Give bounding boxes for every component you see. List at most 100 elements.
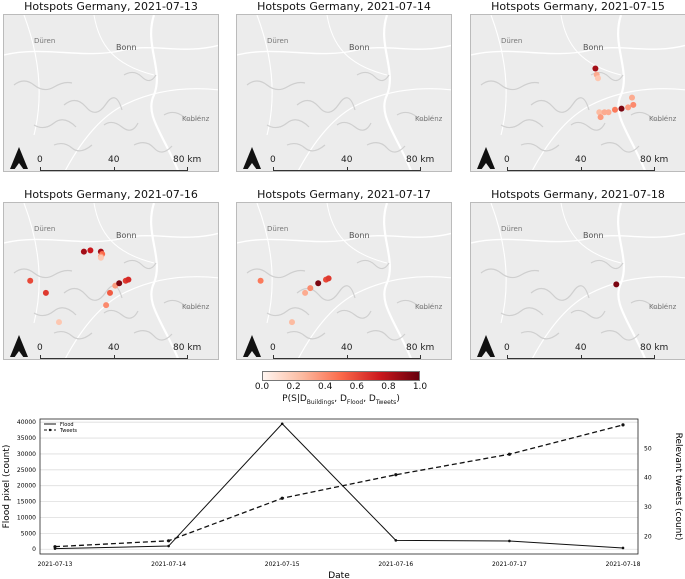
- scale-label: 40: [108, 155, 120, 165]
- flood-line: [54, 423, 624, 550]
- city-label-duren: Düren: [267, 37, 289, 45]
- y-tick-label: 30000: [17, 451, 36, 458]
- map-panel: Hotspots Germany, 2021-07-17 Düren Bonn Kob…: [236, 188, 452, 360]
- y-tick-label: 15000: [17, 499, 36, 506]
- tweets-point: [53, 545, 57, 549]
- terrain-contour: [356, 259, 390, 270]
- terrain-contour: [53, 330, 93, 340]
- scale-label: 40: [575, 155, 587, 165]
- hotspot-marker: [605, 109, 612, 116]
- hotspot-marker: [302, 289, 309, 296]
- terrain-layer: [237, 15, 451, 171]
- terrain-layer: [471, 203, 685, 359]
- time-series-chart: 0 5000 10000 15000 20000 25000 30000 35000 40000…: [2, 418, 683, 579]
- colorbar-tick: 0.4: [318, 382, 333, 392]
- terrain-contour: [366, 330, 406, 341]
- tweets-point: [507, 452, 511, 456]
- road: [4, 232, 218, 244]
- terrain-contour: [366, 142, 406, 153]
- scale-tick: [347, 167, 348, 171]
- terrain-contour: [480, 80, 540, 91]
- y-tick-label: 0: [32, 546, 36, 553]
- panel-title: Hotspots Germany, 2021-07-14: [257, 0, 431, 13]
- north-arrow-notch: [481, 351, 491, 358]
- river-rhine: [617, 15, 647, 171]
- city-label-duren: Düren: [34, 37, 56, 45]
- x-tick-label: 2021-07-18: [606, 561, 641, 568]
- panel-title: Hotspots Germany, 2021-07-13: [24, 0, 198, 13]
- city-label-duren: Düren: [501, 225, 523, 233]
- hotspot-marker: [618, 105, 625, 112]
- road: [531, 88, 685, 171]
- road: [326, 203, 388, 264]
- hotspot-marker: [595, 75, 601, 82]
- road: [490, 15, 507, 136]
- scale-label: 80 km: [406, 343, 435, 353]
- hotspot-marker: [289, 319, 295, 326]
- y-tick-label: 25000: [17, 467, 36, 474]
- hotspot-marker: [80, 248, 87, 255]
- terrain-contour: [103, 309, 139, 319]
- hotspot-map: Düren Bonn Koblenz 0 40 80 km: [3, 14, 219, 172]
- tweets-point: [394, 473, 398, 477]
- hotspot-marker: [27, 277, 34, 284]
- hotspot-marker: [116, 280, 123, 287]
- terrain-contour: [356, 71, 390, 82]
- river-rhine: [617, 203, 647, 359]
- road: [471, 232, 685, 244]
- terrain-contour: [63, 97, 123, 113]
- hotspot-marker: [612, 106, 618, 113]
- scale-tick: [654, 167, 655, 171]
- tweets-point: [621, 423, 625, 427]
- x-tick-label: 2021-07-13: [38, 561, 73, 568]
- x-axis-label: Date: [328, 571, 350, 579]
- road: [93, 15, 155, 76]
- river-rhine: [150, 203, 180, 359]
- terrain-contour: [520, 142, 560, 152]
- scale-bar: 0 40 80 km: [270, 343, 434, 359]
- north-arrow-notch: [14, 351, 24, 358]
- y2-tick-label: 50: [644, 445, 652, 452]
- north-arrow-notch: [247, 351, 257, 358]
- hotspot-marker: [596, 109, 603, 116]
- north-arrow-notch: [14, 163, 24, 170]
- hotspot-marker: [592, 65, 599, 72]
- y-tick-label: 40000: [17, 419, 36, 426]
- terrain-contour: [630, 111, 668, 122]
- road: [237, 232, 451, 244]
- hotspot-marker: [56, 319, 62, 326]
- x-tick-label: 2021-07-17: [492, 561, 527, 568]
- scale-tick: [273, 355, 274, 359]
- terrain-contour: [630, 299, 668, 310]
- terrain-contour: [286, 142, 326, 152]
- terrain-contour: [286, 330, 326, 340]
- terrain-contour: [246, 80, 306, 91]
- flood-point: [621, 546, 625, 550]
- legend-flood-label: Flood: [60, 422, 74, 428]
- flood-point: [394, 539, 398, 542]
- colorbar-tick: 1.0: [412, 382, 428, 392]
- scale-label: 0: [37, 343, 43, 353]
- scale-tick: [40, 167, 41, 171]
- y-axis-label: Flood pixel (count): [2, 445, 12, 529]
- city-label-duren: Düren: [34, 225, 56, 233]
- scale-bar: 0 40 80 km: [504, 343, 668, 359]
- terrain-contour: [396, 111, 434, 122]
- scale-label: 40: [108, 343, 120, 353]
- flood-point: [508, 539, 511, 543]
- scale-tick: [114, 355, 115, 359]
- flood-point: [167, 544, 170, 548]
- city-label-bonn: Bonn: [116, 43, 137, 52]
- colorbar-gradient: [262, 371, 420, 381]
- scale-label: 80 km: [173, 343, 202, 353]
- hotspot-map: Düren Bonn Koblenz 0 40 80 km: [236, 202, 452, 360]
- north-arrow-notch: [247, 163, 257, 170]
- hotspot-map: Düren Bonn Koblenz 0 40 80 km: [236, 14, 452, 172]
- terrain-contour: [123, 71, 157, 82]
- scale-tick: [507, 167, 508, 171]
- panel-title: Hotspots Germany, 2021-07-16: [24, 188, 198, 201]
- flood-point: [280, 422, 284, 426]
- terrain-contour: [600, 142, 640, 153]
- river-rhine: [150, 15, 180, 171]
- hotspot-marker: [630, 101, 637, 108]
